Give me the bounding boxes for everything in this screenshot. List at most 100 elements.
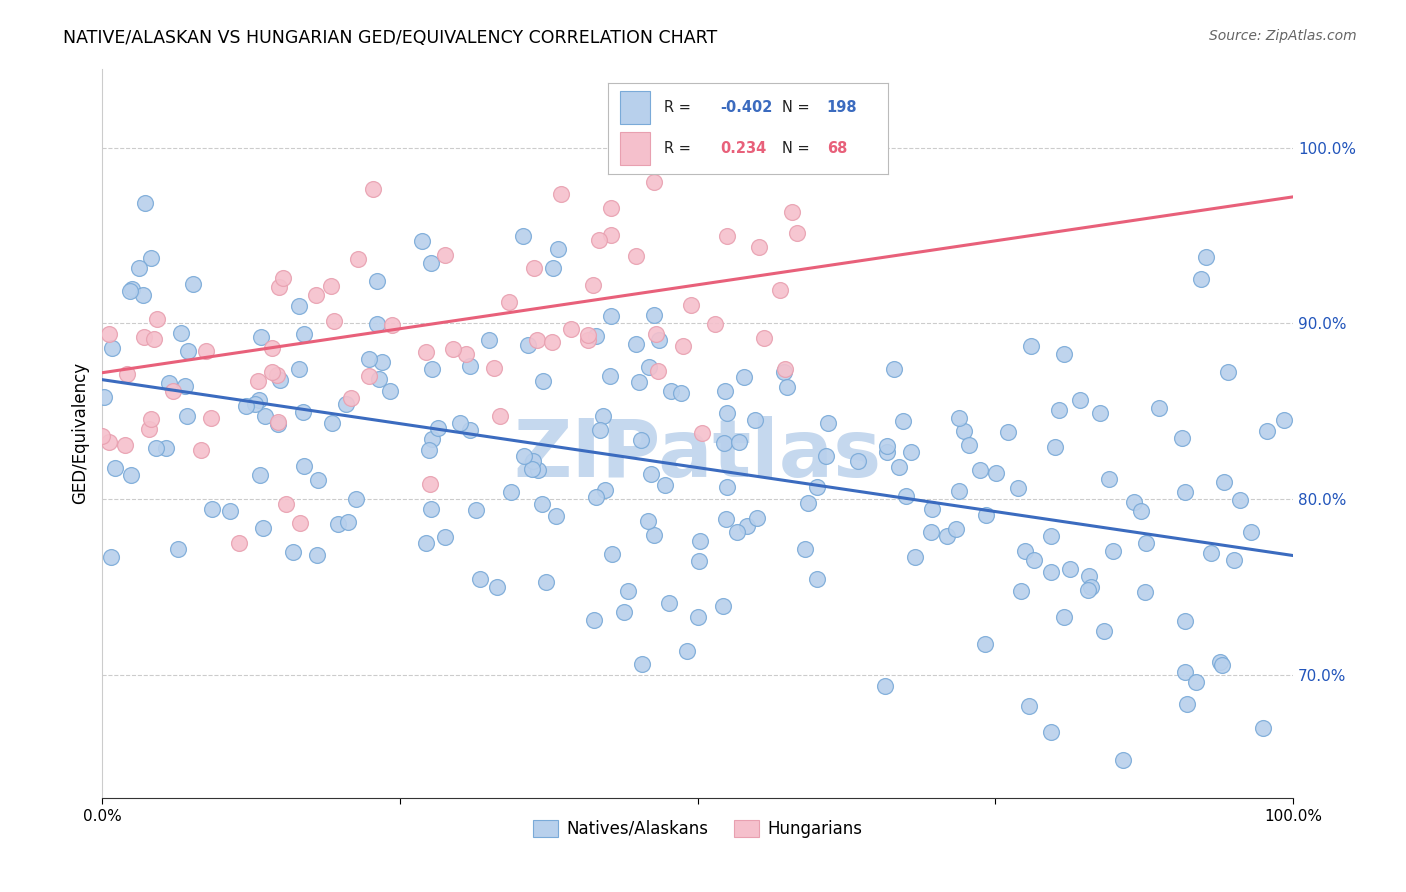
Point xyxy=(531,374,554,388)
Point xyxy=(797,496,820,510)
Point xyxy=(952,424,974,438)
Point xyxy=(1039,565,1062,579)
Point xyxy=(411,234,433,248)
Point xyxy=(716,480,738,494)
Point xyxy=(91,428,114,442)
Point xyxy=(1170,431,1192,445)
Point xyxy=(599,309,621,323)
Point xyxy=(200,410,222,425)
Point xyxy=(274,496,297,510)
Point xyxy=(957,438,980,452)
Point xyxy=(321,417,343,431)
Point xyxy=(482,361,505,376)
Point xyxy=(645,327,668,342)
Point xyxy=(415,345,437,359)
Point xyxy=(458,359,481,373)
Point xyxy=(794,541,817,556)
Point xyxy=(544,509,567,524)
Point xyxy=(117,367,139,381)
Point xyxy=(782,205,804,219)
Point xyxy=(250,329,273,343)
Point xyxy=(974,508,997,522)
Point xyxy=(489,409,512,424)
Point xyxy=(247,374,270,388)
Point xyxy=(716,228,738,243)
Point xyxy=(703,318,725,332)
Point xyxy=(235,400,257,414)
Point xyxy=(984,466,1007,480)
Point xyxy=(725,524,748,539)
Point xyxy=(201,502,224,516)
Point xyxy=(1185,675,1208,690)
Point xyxy=(157,376,180,391)
Point xyxy=(287,299,309,313)
Point xyxy=(243,396,266,410)
Point xyxy=(681,298,703,312)
Point xyxy=(267,280,290,294)
Point xyxy=(733,369,755,384)
Point xyxy=(419,477,441,491)
Point xyxy=(190,443,212,458)
Point xyxy=(744,413,766,427)
Point xyxy=(654,478,676,492)
Point xyxy=(846,454,869,468)
Point xyxy=(513,449,536,463)
Point xyxy=(347,252,370,267)
Point xyxy=(283,545,305,559)
Point xyxy=(806,480,828,494)
Point xyxy=(814,449,837,463)
Point xyxy=(817,416,839,430)
Point xyxy=(1069,392,1091,407)
Point xyxy=(637,514,659,528)
Point xyxy=(541,335,564,350)
Point xyxy=(617,584,640,599)
Point xyxy=(547,242,569,256)
Point xyxy=(291,405,314,419)
Point xyxy=(520,462,543,476)
Point xyxy=(773,365,796,379)
Point xyxy=(97,434,120,449)
Point xyxy=(418,443,440,458)
Point xyxy=(307,473,329,487)
Point xyxy=(326,517,349,532)
Point xyxy=(292,459,315,474)
Point xyxy=(560,322,582,336)
Point xyxy=(307,549,329,563)
Point xyxy=(366,274,388,288)
Point xyxy=(1256,424,1278,438)
Point xyxy=(501,484,523,499)
Point xyxy=(527,463,550,477)
Point xyxy=(420,432,443,446)
Point xyxy=(269,373,291,387)
Point xyxy=(1022,553,1045,567)
Point xyxy=(138,422,160,436)
Point xyxy=(266,417,288,431)
Point xyxy=(643,175,665,189)
Point xyxy=(139,412,162,426)
Point xyxy=(1229,493,1251,508)
Point xyxy=(1174,665,1197,679)
Point xyxy=(323,314,346,328)
Point xyxy=(120,467,142,482)
Point xyxy=(288,362,311,376)
Point xyxy=(638,359,661,374)
Point xyxy=(143,332,166,346)
Legend: Natives/Alaskans, Hungarians: Natives/Alaskans, Hungarians xyxy=(527,813,869,845)
Point xyxy=(456,347,478,361)
Point xyxy=(98,327,121,342)
Point xyxy=(485,581,508,595)
Point xyxy=(266,368,288,382)
Point xyxy=(583,613,606,627)
Point xyxy=(973,637,995,651)
Point xyxy=(659,384,682,398)
Point xyxy=(936,529,959,543)
Point xyxy=(1147,401,1170,416)
Point xyxy=(415,536,437,550)
Point xyxy=(747,100,769,114)
Point xyxy=(522,453,544,467)
Point xyxy=(381,318,404,333)
Point xyxy=(628,375,651,389)
Point xyxy=(600,547,623,561)
Point xyxy=(114,438,136,452)
Point xyxy=(1174,485,1197,500)
